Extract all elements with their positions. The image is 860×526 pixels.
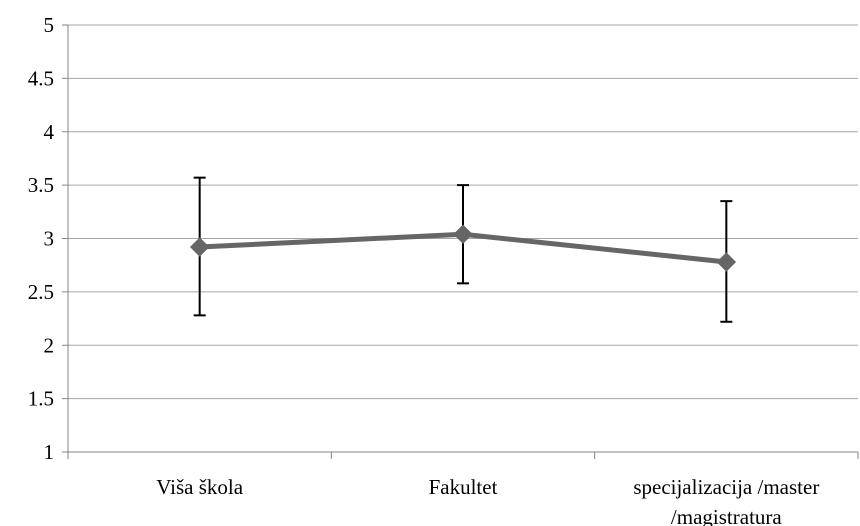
y-tick-label: 3 bbox=[44, 227, 55, 251]
y-tick-label: 2.5 bbox=[28, 280, 54, 304]
y-tick-label: 2 bbox=[44, 333, 55, 357]
y-tick-label: 1.5 bbox=[28, 387, 54, 411]
x-category-label: specijalizacija /master/magistratura bbox=[633, 475, 819, 526]
y-tick-label: 4.5 bbox=[28, 66, 54, 90]
data-point-diamond bbox=[189, 237, 210, 257]
error-bars bbox=[193, 176, 733, 323]
y-tick-label: 1 bbox=[44, 440, 55, 464]
data-point-diamond bbox=[716, 252, 737, 272]
x-category-label: Viša škola bbox=[156, 475, 243, 499]
axes bbox=[62, 24, 859, 459]
y-tick-label: 3.5 bbox=[28, 173, 54, 197]
x-category-label-line: specijalizacija /master bbox=[633, 475, 819, 499]
x-category-label-line: Viša škola bbox=[156, 475, 243, 499]
x-axis-category-labels: Viša škola Fakultet specijalizacija /maste… bbox=[156, 475, 819, 526]
data-point-diamond bbox=[453, 224, 473, 244]
y-tick-label: 5 bbox=[44, 13, 55, 37]
series bbox=[189, 224, 737, 272]
y-axis-tick-labels: 1 1.5 2 2.5 3 3.5 4 4.5 5 bbox=[28, 13, 55, 464]
x-category-label-line: Fakultet bbox=[429, 475, 498, 499]
x-category-label-line: /magistratura bbox=[671, 505, 782, 526]
y-tick-label: 4 bbox=[44, 120, 55, 144]
x-category-label: Fakultet bbox=[429, 475, 498, 499]
